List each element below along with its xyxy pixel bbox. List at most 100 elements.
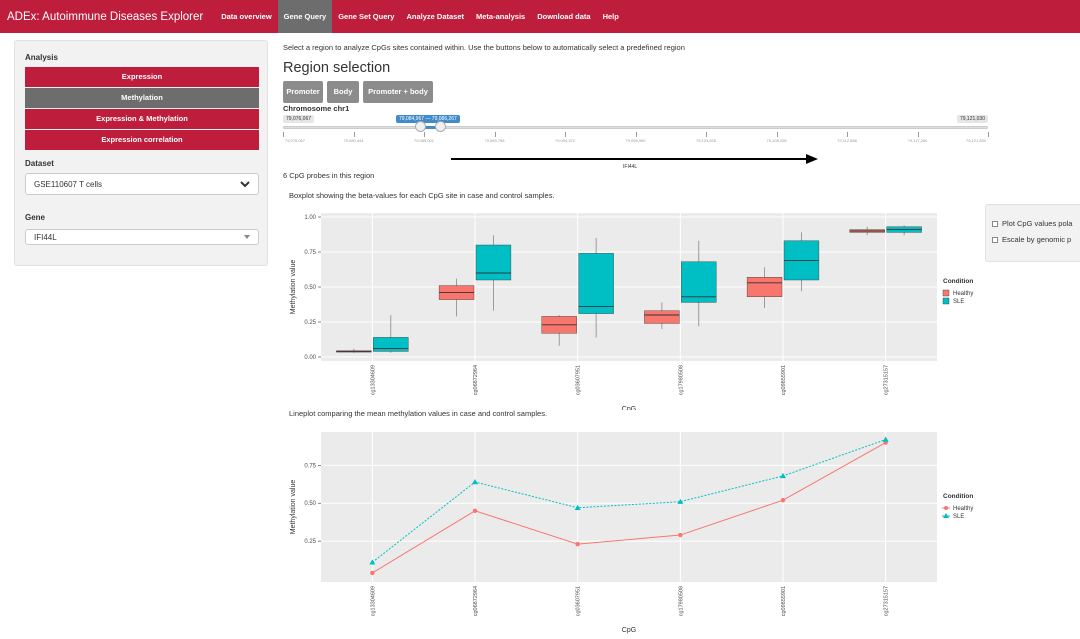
x-tick-label: cg17980508 bbox=[678, 586, 684, 616]
point-healthy bbox=[472, 508, 478, 513]
slider-tick-label: 79,108,106 bbox=[766, 138, 787, 143]
boxplot-caption: Boxplot showing the beta-values for each… bbox=[289, 191, 555, 200]
slider-tick-label: 79,080,444 bbox=[343, 138, 364, 143]
point-sle bbox=[369, 559, 376, 565]
point-sle bbox=[882, 436, 889, 442]
x-tick-label: cg09855901 bbox=[781, 365, 787, 395]
nav-gene-set-query[interactable]: Gene Set Query bbox=[338, 12, 395, 21]
slider-tick bbox=[776, 132, 778, 137]
sidebar-panel: Analysis Expression Methylation Expressi… bbox=[14, 40, 268, 266]
y-tick-label: 0.00 bbox=[304, 355, 316, 361]
slider-tick-label: 79,117,260 bbox=[907, 138, 928, 143]
slider-handle-from[interactable] bbox=[415, 121, 427, 132]
scale-genomic-option[interactable]: Escale by genomic p bbox=[992, 235, 1071, 244]
legend-label: SLE bbox=[953, 299, 964, 305]
slider-tick-label: 79,076,067 bbox=[284, 138, 306, 143]
slider-range-label: 79,084,967 — 79,086,267 bbox=[396, 115, 460, 123]
dataset-label: Dataset bbox=[25, 159, 54, 168]
plot-polar-checkbox[interactable] bbox=[992, 220, 998, 227]
gene-value: IFI44L bbox=[34, 232, 57, 242]
line-healthy bbox=[372, 442, 886, 574]
point-sle bbox=[677, 498, 684, 504]
caret-down-icon bbox=[244, 235, 250, 239]
chevron-down-icon bbox=[240, 180, 250, 187]
slider-tick bbox=[424, 132, 425, 137]
y-tick-label: 0.25 bbox=[304, 320, 316, 326]
slider-tick bbox=[917, 132, 919, 137]
x-tick-label: cg27315157 bbox=[884, 365, 890, 395]
x-tick-label: cg06872964 bbox=[473, 365, 479, 395]
navbar: ADEx: Autoimmune Diseases Explorer Data … bbox=[0, 0, 1080, 33]
app-brand[interactable]: ADEx: Autoimmune Diseases Explorer bbox=[7, 10, 204, 23]
x-tick-label: cg13304609 bbox=[370, 365, 376, 395]
box-healthy bbox=[644, 310, 680, 324]
x-tick-label: cg13304609 bbox=[370, 586, 376, 616]
point-sle bbox=[574, 504, 581, 510]
region-intro-text: Select a region to analyze CpGs sites co… bbox=[283, 43, 685, 52]
point-healthy bbox=[678, 532, 683, 538]
gene-track-label: IFI44L bbox=[623, 164, 638, 170]
slider-tick bbox=[706, 132, 707, 137]
slider-min-label: 79,076,067 bbox=[283, 115, 315, 123]
nav-analyze-dataset[interactable]: Analyze Dataset bbox=[406, 12, 465, 21]
y-tick-label: 0.25 bbox=[304, 539, 316, 545]
nav-data-overview[interactable]: Data overview bbox=[221, 12, 272, 21]
nav-download-data[interactable]: Download data bbox=[537, 12, 591, 21]
point-healthy bbox=[370, 570, 375, 576]
box-sle bbox=[475, 244, 512, 281]
box-sle bbox=[373, 337, 409, 352]
slider-tick-label: 79,121,830 bbox=[965, 138, 987, 143]
box-sle bbox=[681, 261, 717, 303]
gene-select[interactable]: IFI44L bbox=[25, 229, 259, 245]
y-tick-label: 0.75 bbox=[304, 250, 316, 256]
legend-key-marker bbox=[943, 513, 949, 518]
methylation-boxplot: cg13304609 cg06872964 cg03607951 cg17980508… bbox=[290, 213, 973, 410]
y-tick-label: 0.50 bbox=[304, 285, 316, 291]
x-tick-label: cg03607951 bbox=[576, 365, 582, 395]
chromosome-label: Chromosome chr1 bbox=[283, 104, 350, 113]
analysis-expression-button[interactable]: Expression bbox=[25, 67, 259, 87]
plot-options-panel: Plot CpG values pola Escale by genomic p bbox=[985, 204, 1080, 262]
line-sle bbox=[372, 439, 886, 563]
analysis-methylation-button[interactable]: Methylation bbox=[25, 88, 259, 108]
gene-arrow-head bbox=[806, 154, 818, 164]
legend-label: SLE bbox=[953, 514, 964, 520]
nav-help[interactable]: Help bbox=[602, 12, 619, 21]
legend-key-marker bbox=[944, 506, 948, 510]
gene-arrow-line bbox=[451, 158, 811, 160]
legend-title: Condition bbox=[943, 278, 973, 285]
x-axis-title: CpG bbox=[622, 406, 636, 410]
scale-genomic-checkbox[interactable] bbox=[992, 236, 998, 243]
promoter-body-button[interactable]: Promoter + body bbox=[363, 81, 433, 103]
region-range-slider[interactable]: 79,076,067 79,121,030 79,084,967 — 79,08… bbox=[283, 112, 989, 152]
x-tick-label: cg06872964 bbox=[473, 586, 479, 616]
promoter-button[interactable]: Promoter bbox=[283, 81, 323, 103]
y-tick-label: 1.00 bbox=[304, 215, 316, 221]
dataset-select[interactable]: GSE110607 T cells bbox=[25, 173, 259, 195]
legend-label: Healthy bbox=[953, 291, 973, 297]
x-axis-title: CpG bbox=[622, 627, 636, 634]
box-healthy bbox=[746, 276, 783, 297]
box-sle bbox=[578, 253, 614, 314]
analysis-expression-correlation-button[interactable]: Expression correlation bbox=[25, 130, 259, 150]
slider-track[interactable] bbox=[283, 126, 988, 129]
slider-tick bbox=[847, 132, 848, 137]
plot-polar-option[interactable]: Plot CpG values pola bbox=[992, 219, 1072, 228]
nav-meta-analysis[interactable]: Meta-analysis bbox=[476, 12, 526, 21]
point-sle bbox=[780, 472, 786, 479]
slider-handle-to[interactable] bbox=[435, 121, 447, 132]
gene-label: Gene bbox=[25, 213, 46, 222]
nav-gene-query[interactable]: Gene Query bbox=[277, 0, 333, 33]
probe-count-text: 6 CpG probes in this region bbox=[283, 171, 375, 180]
analysis-label: Analysis bbox=[25, 53, 58, 62]
analysis-expression-methylation-button[interactable]: Expression & Methylation bbox=[25, 109, 259, 129]
slider-tick bbox=[353, 132, 355, 137]
slider-tick bbox=[283, 132, 284, 137]
body-button[interactable]: Body bbox=[327, 81, 359, 103]
legend-label: Healthy bbox=[953, 506, 973, 512]
slider-tick-label: 79,103,526 bbox=[695, 138, 717, 143]
slider-tick-label: 79,112,688 bbox=[837, 138, 857, 143]
point-healthy bbox=[780, 497, 786, 503]
point-sle bbox=[472, 478, 478, 485]
slider-tick bbox=[494, 132, 496, 137]
